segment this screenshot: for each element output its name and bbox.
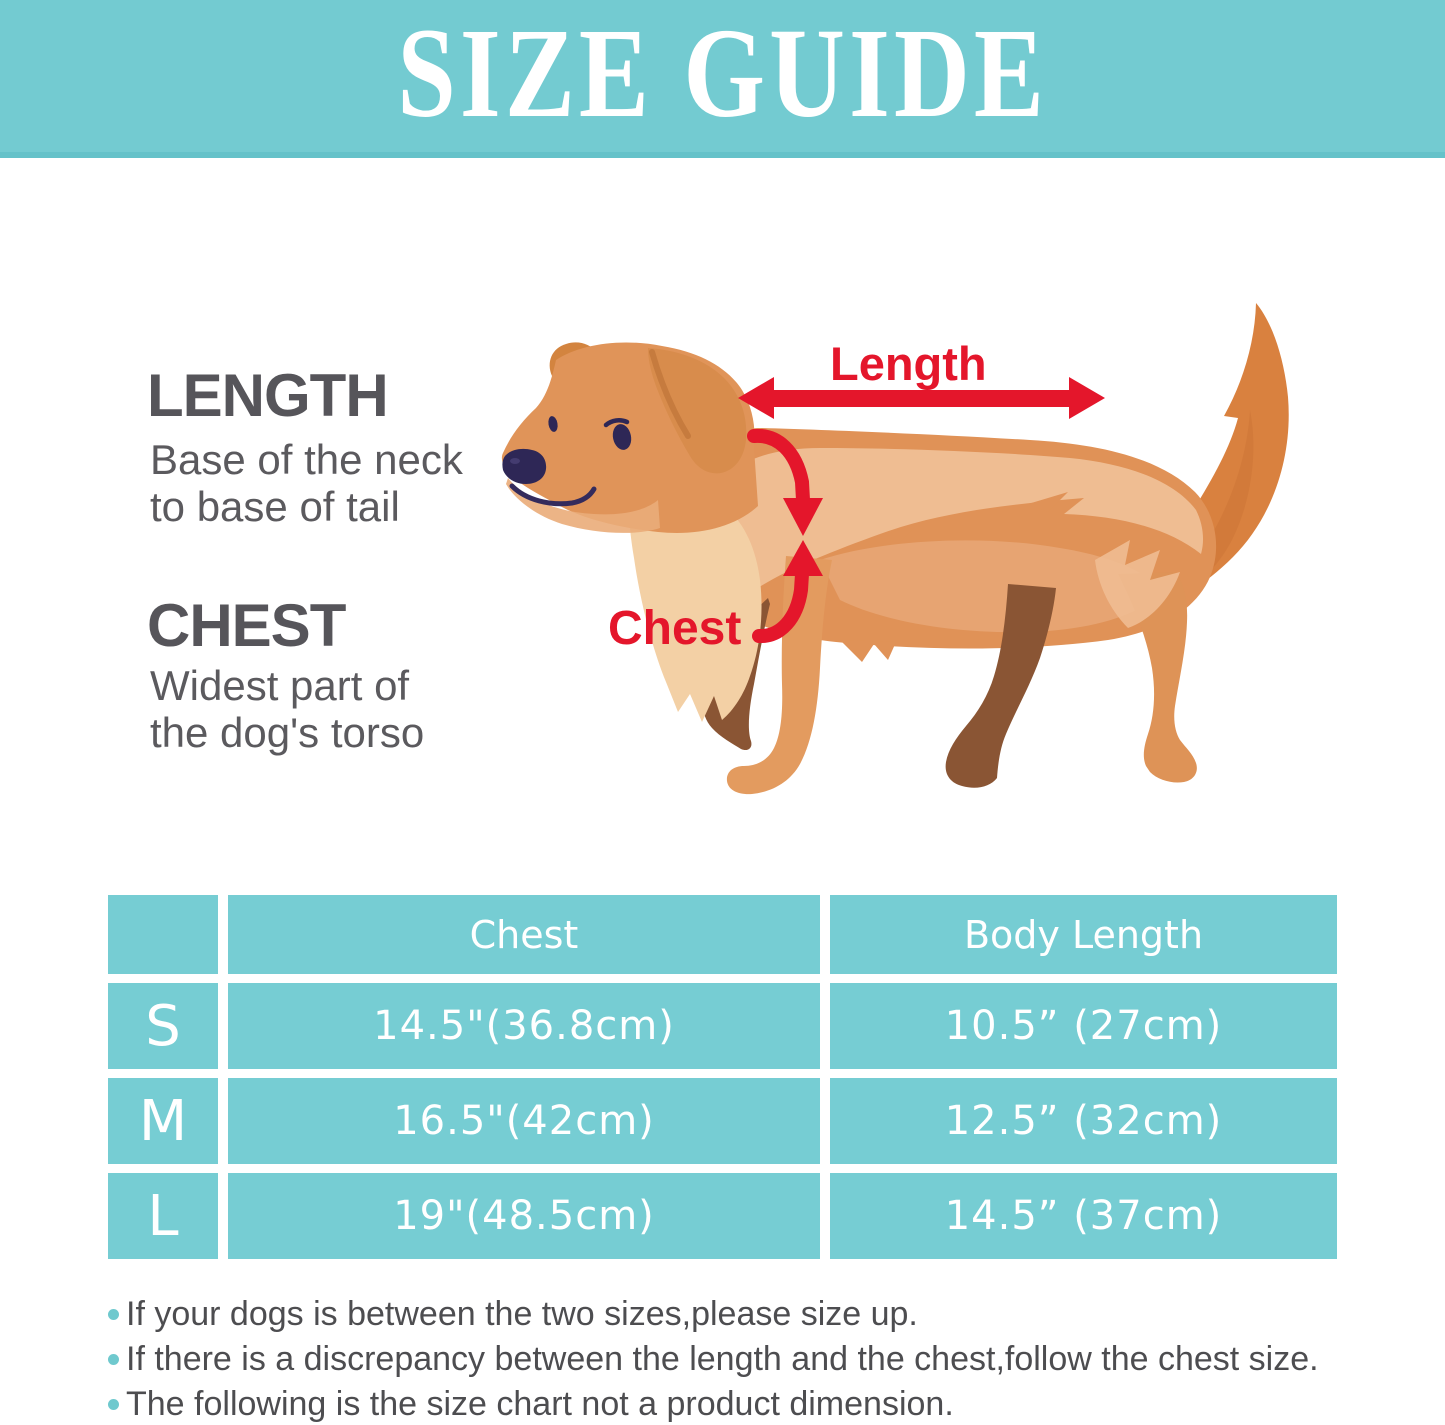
table-row-l-size: L — [108, 1173, 218, 1259]
note-text: If there is a discrepancy between the le… — [126, 1340, 1319, 1378]
chest-girth-arrow — [747, 428, 823, 643]
dog-mouth — [509, 483, 597, 507]
length-term-description: Base of the neck to base of tail — [150, 436, 463, 530]
chest-term-description: Widest part of the dog's torso — [150, 662, 424, 756]
dog-fur-chevron — [1028, 492, 1068, 512]
table-row-m-size: M — [108, 1078, 218, 1164]
dog-hip-fur-tuft — [1095, 540, 1180, 628]
dog-ear — [648, 348, 747, 474]
table-row-s-size: S — [108, 983, 218, 1069]
length-arrow — [738, 377, 1105, 419]
table-row-s-chest: 14.5"(36.8cm) — [228, 983, 820, 1069]
dog-head — [501, 342, 758, 533]
table-row-m-chest: 16.5"(42cm) — [228, 1078, 820, 1164]
dog-back-highlight — [712, 448, 1204, 592]
length-desc-line2: to base of tail — [150, 483, 400, 530]
chest-desc-line1: Widest part of — [150, 662, 410, 709]
table-header-empty — [108, 895, 218, 974]
page-title: SIZE GUIDE — [397, 2, 1048, 144]
notes-list: If your dogs is between the two sizes,pl… — [108, 1292, 1408, 1425]
dog-nose — [502, 448, 547, 484]
dog-eye — [612, 424, 632, 450]
dog-jaw-highlight — [506, 478, 660, 533]
dog-belly-fur-tuft — [840, 640, 896, 662]
dog-chest-fur — [629, 490, 762, 722]
length-term-heading: LENGTH — [147, 362, 389, 429]
table-header-chest: Chest — [228, 895, 820, 974]
length-arrow-label: Length — [830, 337, 987, 390]
dog-far-hind-leg — [945, 584, 1056, 788]
dog-illustration — [501, 303, 1289, 795]
dog-ear-fold-line — [649, 349, 691, 439]
note-item: If there is a discrepancy between the le… — [108, 1337, 1408, 1382]
dog-far-eye — [548, 416, 558, 432]
dog-near-front-leg — [726, 556, 832, 795]
dog-flank-highlight — [820, 540, 1160, 633]
note-text: The following is the size chart not a pr… — [126, 1385, 954, 1423]
chest-desc-line2: the dog's torso — [150, 709, 425, 756]
dog-nose-highlight — [510, 458, 520, 464]
chest-term-heading: CHEST — [147, 592, 346, 659]
size-table: Chest Body Length S 14.5"(36.8cm) 10.5” … — [108, 895, 1337, 1259]
table-row-s-body-length: 10.5” (27cm) — [830, 983, 1337, 1069]
length-desc-line1: Base of the neck — [150, 436, 463, 483]
table-row-l-chest: 19"(48.5cm) — [228, 1173, 820, 1259]
table-row-m-body-length: 12.5” (32cm) — [830, 1078, 1337, 1164]
note-item: The following is the size chart not a pr… — [108, 1382, 1408, 1425]
dog-near-hind-leg — [1118, 572, 1197, 783]
chest-arrow-label: Chest — [608, 602, 742, 655]
note-item: If your dogs is between the two sizes,pl… — [108, 1292, 1408, 1337]
bullet-icon — [108, 1399, 119, 1410]
dog-fur-chevron — [880, 524, 918, 544]
bullet-icon — [108, 1309, 119, 1320]
table-header-body-length: Body Length — [830, 895, 1337, 974]
note-text: If your dogs is between the two sizes,pl… — [126, 1295, 918, 1333]
header-band: SIZE GUIDE — [0, 0, 1445, 158]
dog-eyelid-line — [603, 418, 630, 428]
table-row-l-body-length: 14.5” (37cm) — [830, 1173, 1337, 1259]
bullet-icon — [108, 1354, 119, 1365]
